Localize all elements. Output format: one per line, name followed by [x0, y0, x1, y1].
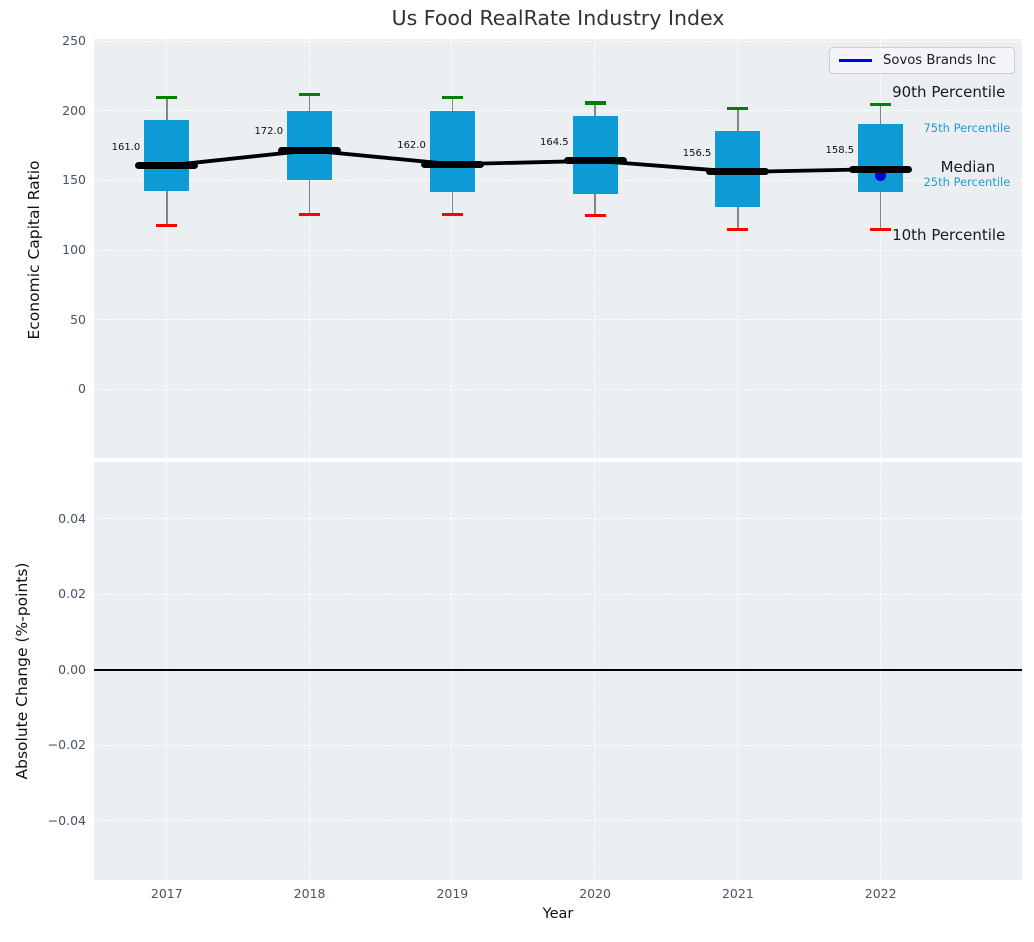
annotation-90th-percentile: 90th Percentile: [892, 82, 1006, 101]
gridline-horizontal: [94, 40, 1022, 42]
annotation-75th-percentile: 75th Percentile: [923, 120, 1011, 135]
top-panel: [94, 39, 1022, 458]
median-value-label: 162.0: [397, 140, 426, 152]
gridline-horizontal: [94, 179, 1022, 181]
chart-title: Us Food RealRate Industry Index: [391, 6, 725, 30]
gridline-horizontal: [94, 388, 1022, 390]
median-bar: [420, 160, 484, 168]
gridline-horizontal: [94, 593, 1022, 595]
median-bar: [135, 162, 199, 170]
box-iqr: [572, 115, 618, 194]
cap-90th-percentile: [299, 93, 321, 97]
gridline-vertical: [165, 39, 167, 458]
cap-10th-percentile: [584, 214, 606, 218]
gridline-vertical: [451, 39, 453, 458]
cap-90th-percentile: [727, 107, 749, 111]
annotation-10th-percentile: 10th Percentile: [892, 225, 1006, 244]
y-tick-label: −0.02: [47, 737, 86, 753]
cap-10th-percentile: [156, 223, 178, 228]
x-tick-label: 2019: [436, 886, 469, 901]
cap-90th-percentile: [870, 102, 892, 106]
median-bar: [278, 146, 342, 154]
median-value-label: 172.0: [254, 126, 284, 138]
median-bar: [563, 157, 627, 165]
gridline-horizontal: [94, 319, 1022, 321]
gridline-vertical: [736, 39, 738, 458]
box-iqr: [144, 119, 190, 191]
y-tick-label: 0.04: [58, 510, 86, 526]
y-tick-label: 0.02: [58, 586, 86, 602]
gridline-horizontal: [94, 110, 1022, 112]
x-tick-label: 2021: [721, 886, 754, 901]
y-tick-label: 150: [62, 172, 86, 188]
legend-label: Sovos Brands Inc: [883, 53, 997, 68]
cap-90th-percentile: [441, 95, 463, 100]
legend: Sovos Brands Inc: [829, 47, 1015, 74]
company-point: [875, 169, 887, 181]
cap-90th-percentile: [584, 101, 606, 105]
median-value-label: 164.5: [539, 136, 569, 148]
gridline-horizontal: [94, 518, 1022, 520]
zero-line: [94, 669, 1022, 672]
y-tick-label: 50: [70, 311, 86, 327]
x-axis-label: Year: [542, 906, 574, 922]
x-tick-label: 2020: [579, 886, 612, 901]
gridline-vertical: [308, 39, 310, 458]
annotation-median: Median: [940, 157, 996, 176]
cap-10th-percentile: [441, 212, 463, 216]
y-tick-label: 200: [62, 102, 86, 118]
median-value-label: 158.5: [825, 145, 855, 157]
y-axis-label-bottom: Absolute Change (%-points): [13, 562, 31, 780]
box-iqr: [858, 123, 904, 193]
gridline-horizontal: [94, 820, 1022, 822]
median-bar: [849, 165, 913, 173]
median-value-label: 161.0: [111, 141, 141, 153]
y-tick-label: 250: [62, 33, 86, 49]
cap-10th-percentile: [870, 228, 892, 232]
box-iqr: [429, 111, 475, 193]
x-tick-label: 2018: [293, 886, 326, 901]
legend-line-swatch: [839, 59, 872, 62]
x-tick-label: 2017: [150, 886, 183, 901]
annotation-25th-percentile: 25th Percentile: [923, 175, 1011, 190]
median-value-label: 156.5: [682, 147, 712, 159]
y-tick-label: 0.00: [58, 661, 86, 677]
gridline-vertical: [879, 39, 881, 458]
cap-10th-percentile: [299, 212, 321, 216]
cap-90th-percentile: [156, 95, 178, 100]
y-tick-label: 0: [78, 381, 86, 397]
cap-10th-percentile: [727, 228, 749, 232]
median-bar: [706, 168, 770, 176]
x-tick-label: 2022: [864, 886, 897, 901]
box-iqr: [287, 111, 333, 180]
y-tick-label: 100: [62, 242, 86, 258]
y-tick-label: −0.04: [47, 812, 86, 828]
gridline-vertical: [594, 39, 596, 458]
gridline-horizontal: [94, 249, 1022, 251]
gridline-horizontal: [94, 744, 1022, 746]
